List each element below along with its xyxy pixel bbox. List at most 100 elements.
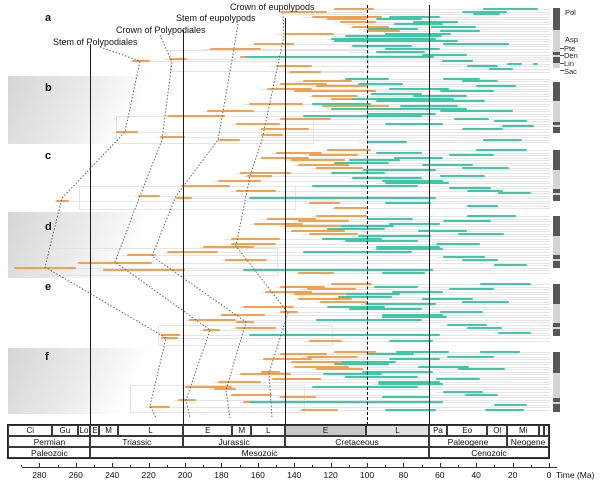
- hpd-bar-teal: [443, 77, 480, 81]
- era-boundary-line-66ma: [428, 5, 430, 425]
- row-guideline: [352, 236, 550, 237]
- hpd-bar-orange: [312, 94, 358, 98]
- hpd-bar-teal: [365, 302, 437, 306]
- hpd-bar-teal: [461, 79, 499, 83]
- hpd-bar-teal: [392, 290, 444, 294]
- row-guideline: [303, 155, 550, 156]
- axis-tick-label-180: 180: [214, 470, 229, 480]
- axis-tick-label-160: 160: [250, 470, 265, 480]
- hpd-bar-orange: [55, 199, 69, 203]
- hpd-bar-teal: [248, 196, 437, 200]
- row-guideline: [290, 91, 550, 92]
- clade-label-pol: Pol: [565, 8, 576, 17]
- hpd-bar-teal: [447, 323, 488, 327]
- hpd-bar-teal: [476, 84, 517, 88]
- hpd-bar-orange: [279, 352, 327, 356]
- row-guideline: [345, 309, 550, 310]
- row-guideline: [225, 244, 550, 245]
- row-guideline: [294, 81, 550, 82]
- row-guideline: [203, 49, 550, 50]
- axis-tick-30: [494, 464, 496, 467]
- clade-label-lin: Lin: [564, 59, 575, 68]
- timescale-period-cell: Paleogene: [428, 436, 508, 447]
- time-axis-line: [22, 467, 557, 468]
- hpd-bar-teal: [461, 300, 509, 304]
- timescale-stage-cell: M: [99, 425, 118, 436]
- hpd-bar-orange: [188, 318, 236, 322]
- hpd-bar-teal: [421, 53, 468, 57]
- hpd-bar-orange: [166, 114, 226, 118]
- timescale-stage-cell: L: [117, 425, 184, 436]
- hpd-bar-orange: [279, 82, 327, 86]
- hpd-bar-teal: [472, 12, 500, 16]
- row-guideline: [294, 14, 550, 15]
- hpd-bar-teal: [330, 171, 386, 175]
- row-guideline: [348, 52, 550, 53]
- hpd-bar-teal: [367, 352, 415, 356]
- row-guideline: [312, 168, 550, 169]
- panel-c-clade-track-segment-1: [553, 189, 560, 193]
- hpd-bar-teal: [330, 107, 468, 111]
- row-guideline: [341, 377, 550, 378]
- panel-e-clade-track-segment-2: [553, 329, 560, 336]
- hpd-bar-orange: [177, 398, 196, 402]
- hpd-bar-orange: [330, 97, 375, 101]
- hpd-bar-orange: [263, 357, 313, 361]
- time-axis-unit-label: Time (Ma): [556, 470, 595, 480]
- hpd-bar-orange: [230, 242, 276, 246]
- panel-c-clade-track-segment-2: [553, 195, 560, 201]
- hpd-bar-teal: [370, 92, 422, 96]
- hpd-bar-teal: [374, 285, 418, 289]
- hpd-bar-teal: [458, 232, 504, 236]
- hpd-bar-teal: [494, 119, 528, 123]
- hpd-bar-orange: [13, 266, 76, 270]
- hpd-bar-orange: [319, 300, 367, 304]
- hpd-bar-orange: [339, 20, 377, 24]
- panel-f-clade-track-segment-2: [553, 404, 560, 412]
- timescale-period-cell: Triassic: [90, 436, 184, 447]
- hpd-bar-orange: [285, 224, 340, 228]
- hpd-bar-teal: [465, 393, 499, 397]
- axis-tick-label-220: 220: [141, 470, 156, 480]
- hpd-bar-teal: [376, 247, 444, 251]
- row-guideline: [112, 132, 550, 133]
- hpd-bar-orange: [239, 372, 291, 376]
- row-guideline: [266, 379, 550, 380]
- hpd-bar-teal: [501, 124, 535, 128]
- panel-f-clade-track-segment-0: [553, 352, 560, 373]
- row-guideline: [330, 208, 550, 209]
- panel-a-clade-track-segment-0: [553, 8, 560, 30]
- hpd-bar-teal: [467, 189, 504, 193]
- axis-tick-200: [185, 463, 186, 467]
- axis-tick-220: [148, 463, 150, 467]
- hpd-bar-teal: [417, 365, 469, 369]
- hpd-bar-orange: [261, 133, 284, 137]
- row-guideline: [301, 289, 550, 290]
- axis-tick-label-20: 20: [507, 470, 518, 480]
- hpd-bar-teal: [483, 7, 539, 11]
- hpd-bar-teal: [467, 214, 517, 218]
- row-guideline: [330, 364, 550, 365]
- clade-label-asp: Asp: [565, 35, 578, 44]
- timescale-stage-cell: L: [366, 425, 429, 436]
- hpd-bar-teal: [479, 350, 520, 354]
- row-guideline: [334, 297, 550, 298]
- hpd-bar-orange: [297, 163, 349, 167]
- hpd-bar-teal: [399, 104, 458, 108]
- hpd-bar-teal: [345, 239, 418, 243]
- dashed-reference-line-100ma: [367, 5, 368, 425]
- axis-tick-100: [367, 463, 368, 467]
- hpd-bar-orange: [321, 104, 389, 108]
- hpd-bar-teal: [479, 282, 531, 286]
- hpd-bar-teal: [376, 245, 440, 249]
- row-guideline: [232, 322, 550, 323]
- hpd-bar-teal: [345, 292, 400, 296]
- hpd-bar-teal: [376, 50, 426, 54]
- axis-tick-180: [221, 463, 223, 467]
- hpd-bar-teal: [494, 263, 528, 267]
- hpd-bar-teal: [381, 179, 444, 183]
- panel-label-f: f: [45, 351, 49, 363]
- timescale-era-cell: Mesozoic: [90, 447, 429, 458]
- hpd-bar-orange: [181, 184, 231, 188]
